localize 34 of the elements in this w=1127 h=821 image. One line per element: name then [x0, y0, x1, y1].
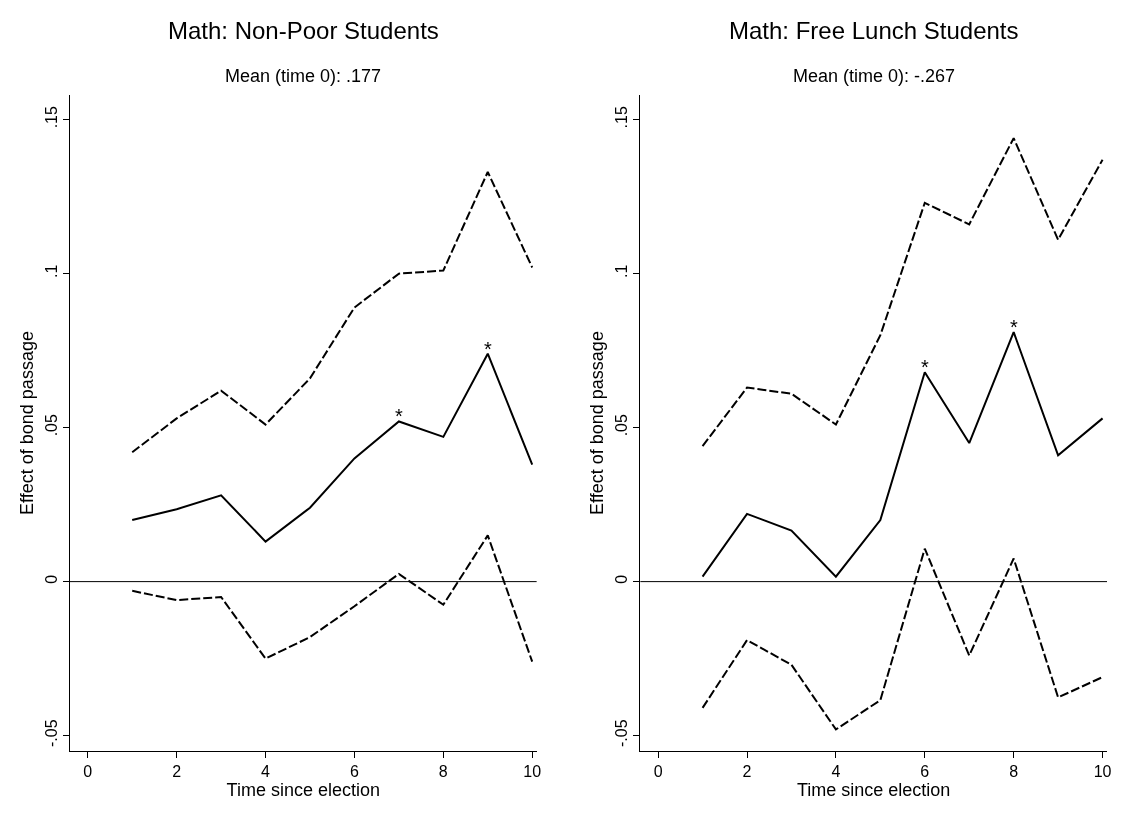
x-tick-label: 10 [523, 763, 542, 781]
x-tick-label: 0 [653, 763, 663, 781]
annotation: * [484, 338, 492, 360]
y-axis-title: Effect of bond passage [587, 331, 608, 515]
chart-subtitle: Mean (time 0): -.267 [793, 66, 956, 86]
x-tick-label: 0 [83, 763, 93, 781]
y-tick-label: 0 [42, 574, 60, 584]
chart-subtitle: Mean (time 0): .177 [225, 66, 382, 86]
y-tick-label: 0 [612, 574, 630, 584]
x-tick-label: 8 [438, 763, 448, 781]
x-tick-label: 4 [831, 763, 841, 781]
annotation: * [1010, 316, 1018, 338]
x-tick-label: 6 [920, 763, 930, 781]
y-tick-label: .1 [42, 264, 60, 278]
x-axis-title: Time since election [796, 780, 951, 801]
x-tick-label: 4 [261, 763, 271, 781]
annotation: * [395, 405, 403, 427]
y-tick-label: .15 [42, 106, 60, 129]
x-tick-label: 6 [349, 763, 359, 781]
x-tick-label: 10 [1093, 763, 1112, 781]
y-tick-label: -.05 [42, 719, 60, 747]
y-tick-label: -.05 [612, 719, 630, 747]
x-tick-label: 2 [742, 763, 752, 781]
x-tick-label: 8 [1009, 763, 1019, 781]
x-axis-title: Time since election [226, 780, 381, 801]
y-tick-label: .15 [612, 106, 630, 129]
annotation: * [921, 356, 929, 378]
chart-title: Math: Free Lunch Students [729, 17, 1019, 44]
y-tick-label: .05 [42, 414, 60, 437]
y-tick-label: .05 [612, 414, 630, 437]
y-axis-title: Effect of bond passage [16, 331, 37, 515]
y-tick-label: .1 [612, 264, 630, 278]
chart-title: Math: Non-Poor Students [168, 17, 439, 44]
x-tick-label: 2 [172, 763, 182, 781]
